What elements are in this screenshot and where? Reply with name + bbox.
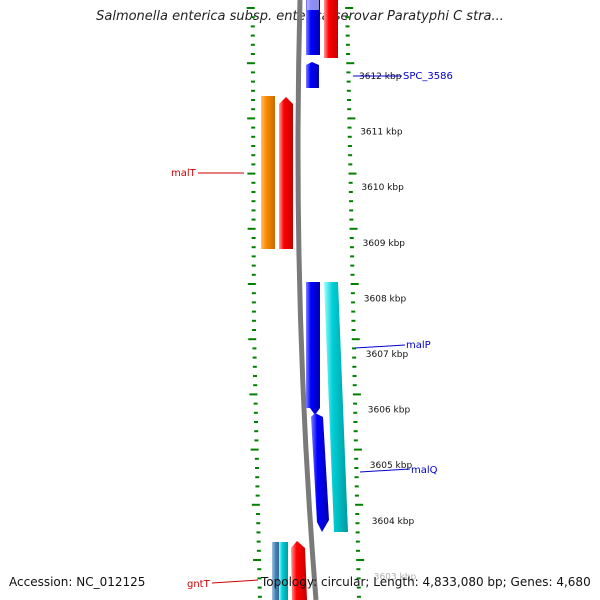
- accession-value: NC_012125: [76, 575, 146, 589]
- topology-value: circular;: [320, 575, 370, 589]
- gene-feature-rna[interactable]: [279, 542, 288, 600]
- gene-label-malt[interactable]: malT: [171, 168, 197, 179]
- genome-stats: Topology: circular; Length: 4,833,080 bp…: [261, 575, 591, 589]
- kbp-tick-label: 3611 kbp: [360, 128, 403, 138]
- gene-feature[interactable]: [306, 62, 319, 88]
- tick-ring-right: [345, 7, 365, 598]
- kbp-tick-label: 3606 kbp: [368, 406, 411, 416]
- gene-feature-rna[interactable]: [261, 96, 275, 249]
- gene-feature-malT[interactable]: [279, 97, 293, 249]
- accession-info: Accession: NC_012125: [9, 575, 145, 589]
- gene-label-group: SPC_3586 malT malP malQ gntT: [171, 71, 453, 590]
- kbp-tick-label: 3608 kbp: [364, 294, 407, 304]
- tick-ring-left: [246, 7, 262, 598]
- genome-backbone: [295, 0, 319, 600]
- gene-label-spc3586[interactable]: SPC_3586: [403, 71, 453, 82]
- accession-label: Accession:: [9, 575, 73, 589]
- gene-feature[interactable]: [306, 0, 320, 55]
- gene-feature-malP[interactable]: [306, 282, 320, 415]
- genes-value: 4,680: [556, 575, 591, 589]
- kbp-scale: 3612 kbp 3611 kbp 3610 kbp 3609 kbp 3608 kbp…: [359, 72, 416, 582]
- kbp-tick-label: 3605 kbp: [370, 461, 413, 471]
- gene-feature[interactable]: [307, 0, 319, 10]
- gene-feature[interactable]: [272, 542, 281, 600]
- kbp-tick-label: 3607 kbp: [366, 350, 409, 360]
- gene-label-gntt[interactable]: gntT: [187, 579, 211, 590]
- gene-feature-rna[interactable]: [324, 282, 348, 532]
- gene-label-malq[interactable]: malQ: [411, 465, 438, 476]
- kbp-tick-label: 3603 kbp: [374, 572, 417, 582]
- gene-feature-gntT[interactable]: [291, 541, 307, 600]
- gene-feature-malQ[interactable]: [311, 413, 329, 532]
- kbp-tick-label: 3609 kbp: [363, 239, 406, 249]
- kbp-tick-label: 3612 kbp: [359, 72, 402, 82]
- kbp-tick-label: 3610 kbp: [361, 183, 404, 193]
- length-label: Length:: [373, 575, 419, 589]
- genes-label: Genes:: [510, 575, 553, 589]
- kbp-tick-label: 3604 kbp: [372, 517, 415, 527]
- gene-label-malp[interactable]: malP: [406, 340, 431, 351]
- topology-label: Topology:: [261, 575, 318, 589]
- length-value: 4,833,080 bp;: [422, 575, 507, 589]
- gene-feature[interactable]: [324, 0, 338, 58]
